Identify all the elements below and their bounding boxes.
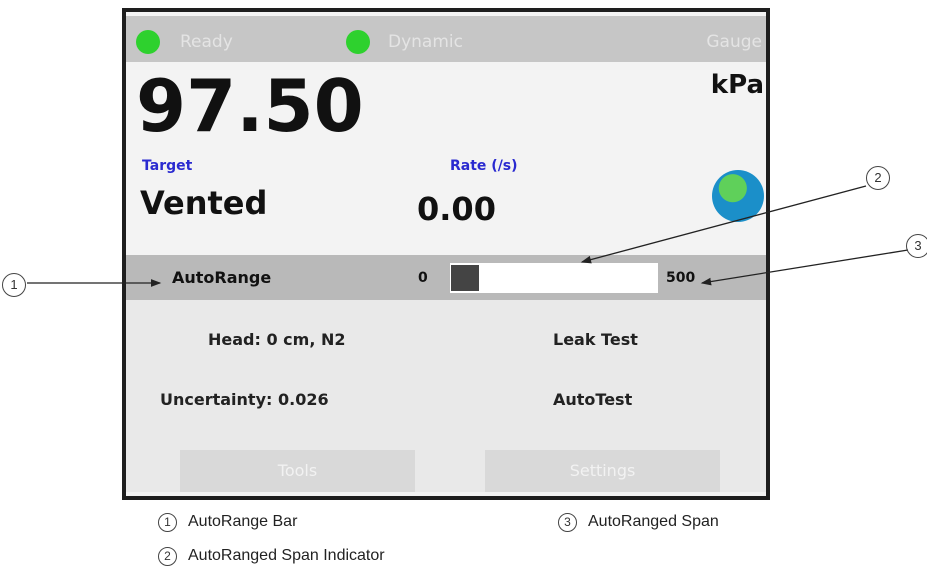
status-bar: [126, 16, 766, 62]
legend-label: AutoRanged Span Indicator: [188, 547, 385, 564]
autorange-min: 0: [418, 270, 428, 286]
legend-label: AutoRanged Span: [588, 513, 719, 530]
target-value: Vented: [140, 184, 268, 222]
status-text: Dynamic: [388, 32, 463, 52]
info-button[interactable]: Leak Test: [553, 330, 638, 349]
info-text: Uncertainty: 0.026: [160, 390, 329, 409]
button-label: Settings: [569, 461, 636, 480]
info-button[interactable]: AutoTest: [553, 390, 633, 409]
status-dot: [346, 30, 370, 54]
legend-number: 2: [158, 547, 177, 566]
callout-number: 1: [2, 273, 26, 297]
info-text: Head: 0 cm, N2: [208, 330, 346, 349]
rate-value: 0.00: [417, 190, 496, 228]
reading-unit: kPa: [710, 70, 764, 100]
autorange-label: AutoRange: [172, 268, 272, 287]
rate-label: Rate (/s): [450, 158, 518, 174]
legend-label: AutoRange Bar: [188, 513, 298, 530]
autorange-max: 500: [666, 270, 696, 286]
status-text: Gauge: [706, 32, 762, 52]
span-indicator: [451, 265, 479, 291]
bottom-button[interactable]: Tools: [180, 450, 415, 492]
callout-line: [700, 249, 909, 286]
callout-number: 3: [906, 234, 927, 258]
legend-number: 1: [158, 513, 177, 532]
globe-icon: [712, 170, 764, 222]
callout-number: 2: [866, 166, 890, 190]
callout-line: [580, 185, 867, 264]
reading-value: 97.50: [136, 64, 364, 148]
status-dot: [136, 30, 160, 54]
target-label: Target: [142, 158, 193, 174]
bottom-button[interactable]: Settings: [485, 450, 720, 492]
legend-number: 3: [558, 513, 577, 532]
button-label: Tools: [277, 461, 318, 480]
autorange-bar: [450, 263, 658, 293]
status-text: Ready: [180, 32, 233, 52]
autorange-band: [126, 255, 766, 300]
